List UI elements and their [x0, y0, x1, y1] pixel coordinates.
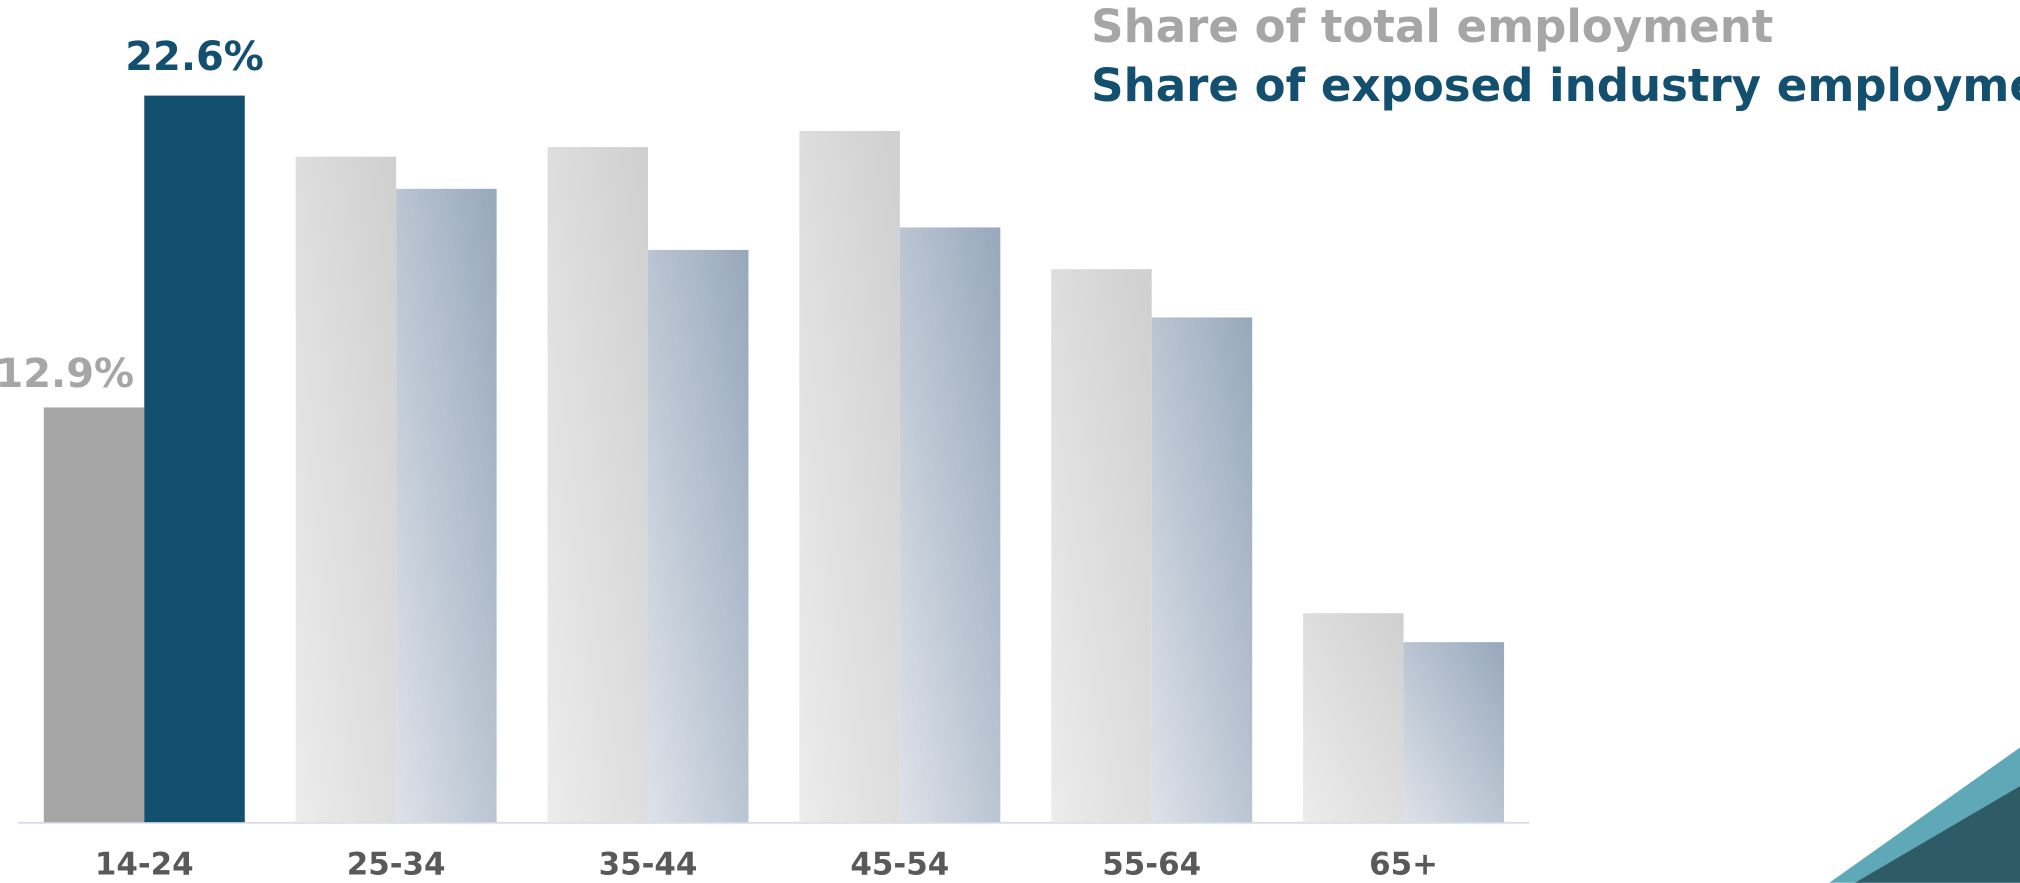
- bar: [799, 130, 900, 823]
- bar: [1403, 642, 1505, 823]
- bar: [547, 147, 648, 823]
- bar: [396, 188, 497, 823]
- x-tick-label: 14-24: [95, 846, 194, 882]
- bar: [899, 227, 1001, 823]
- corner-decoration: [1855, 786, 2020, 883]
- bar: [1303, 613, 1404, 823]
- data-label: 22.6%: [125, 34, 264, 80]
- bar: [647, 249, 749, 823]
- x-tick-label: 55-64: [1102, 846, 1201, 882]
- x-tick-label: 45-54: [850, 846, 949, 882]
- legend-entry: Share of total employment: [1091, 0, 1773, 53]
- bar: [295, 156, 397, 823]
- data-label: 12.9%: [0, 351, 134, 397]
- bar: [1151, 317, 1253, 823]
- bar: [144, 95, 245, 823]
- x-tick-label: 25-34: [347, 846, 446, 882]
- legend-entry: Share of exposed industry employment: [1091, 59, 2020, 112]
- x-tick-label: 65+: [1369, 846, 1438, 882]
- x-tick-label: 35-44: [599, 846, 698, 882]
- bar: [43, 407, 145, 823]
- bar: [1051, 269, 1152, 823]
